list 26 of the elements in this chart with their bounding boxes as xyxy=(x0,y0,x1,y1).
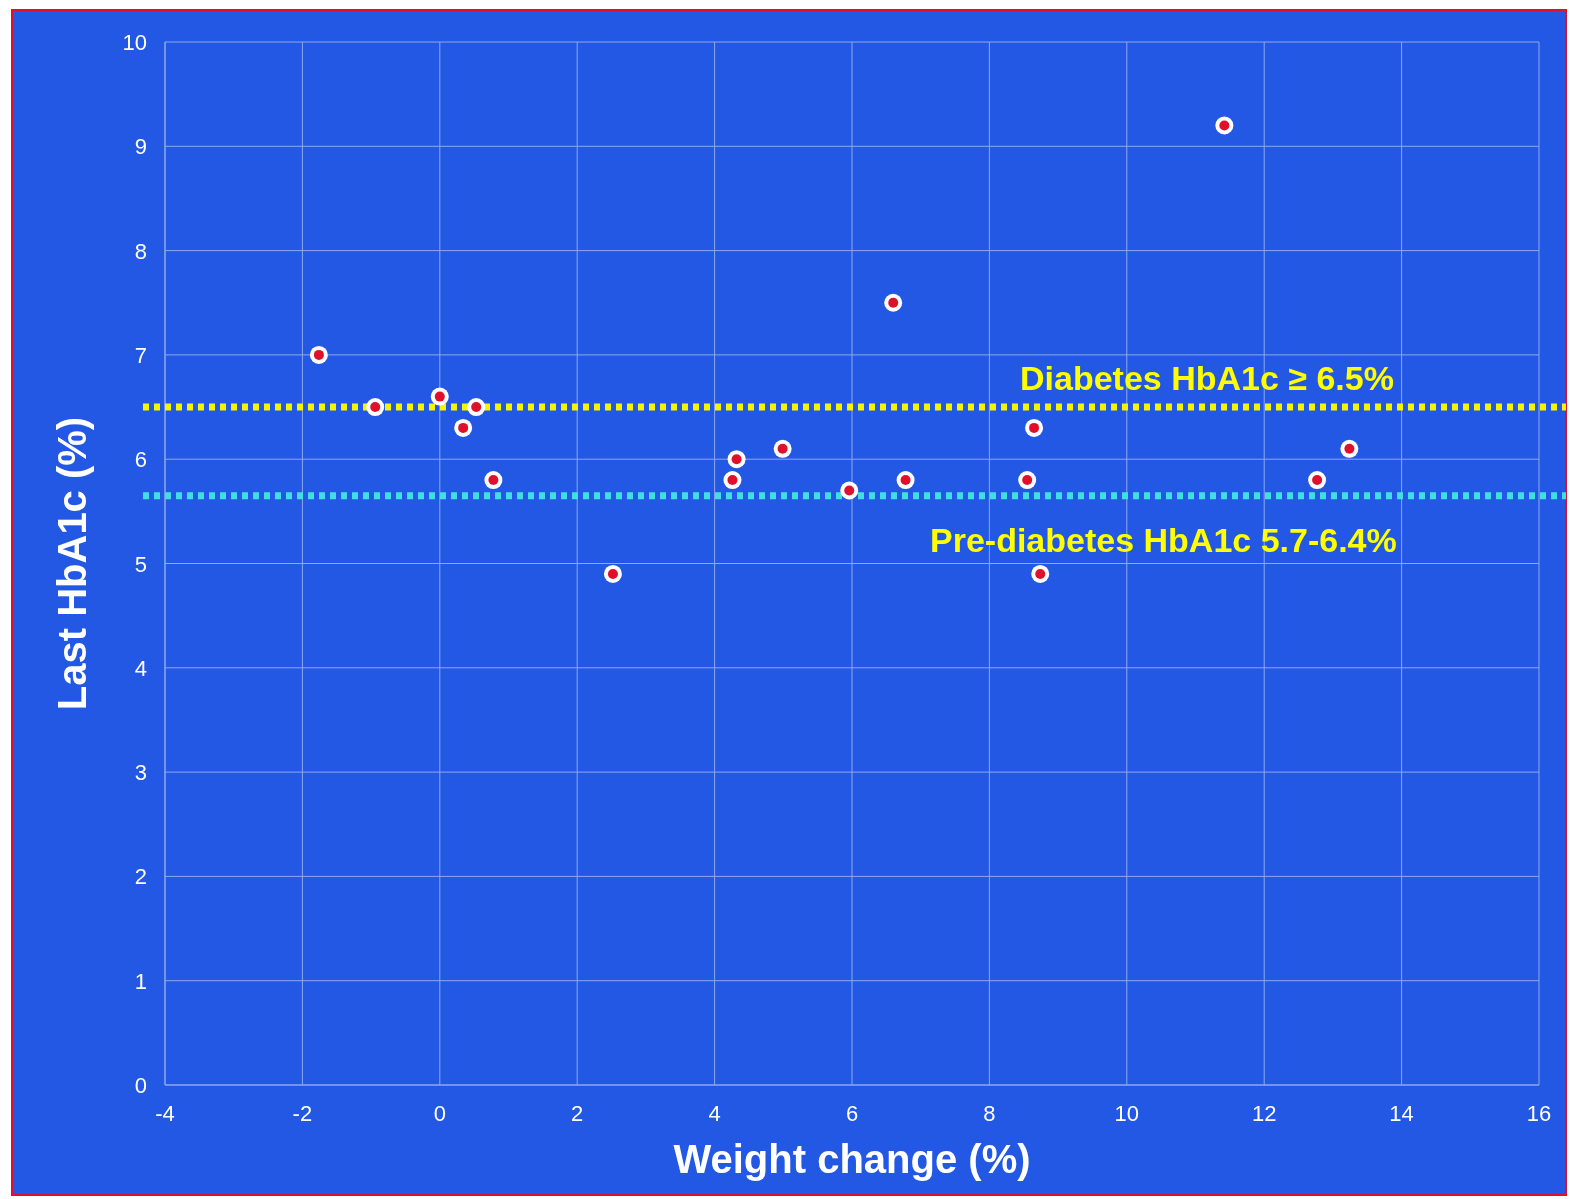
x-tick-label: -2 xyxy=(292,1101,313,1126)
y-tick-label: 3 xyxy=(134,760,147,786)
x-axis-title: Weight change (%) xyxy=(673,1137,1031,1181)
ref-line-label: Pre-diabetes HbA1c 5.7-6.4% xyxy=(930,520,1397,559)
y-axis-title: Last HbA1c (%) xyxy=(50,416,94,711)
y-tick-label: 9 xyxy=(134,134,147,160)
x-tick-label: 2 xyxy=(571,1101,584,1126)
y-tick-label: 10 xyxy=(122,30,147,55)
x-tick-label: 14 xyxy=(1389,1101,1414,1126)
y-tick-label: 5 xyxy=(134,551,147,577)
y-tick-label: 8 xyxy=(134,238,147,264)
x-tick-label: 8 xyxy=(983,1101,996,1126)
x-tick-label: 10 xyxy=(1114,1101,1140,1126)
y-tick-label: 0 xyxy=(134,1073,147,1098)
ref-line-label: Diabetes HbA1c ≥ 6.5% xyxy=(1020,359,1394,398)
y-tick-label: 7 xyxy=(134,342,147,368)
y-tick-label: 4 xyxy=(134,655,147,681)
x-tick-label: 6 xyxy=(845,1101,859,1126)
x-tick-label: 4 xyxy=(708,1101,721,1126)
x-tick-label: 16 xyxy=(1526,1101,1552,1126)
y-tick-label: 6 xyxy=(134,447,147,473)
x-tick-label: 12 xyxy=(1251,1101,1277,1126)
y-tick-label: 2 xyxy=(134,864,147,890)
x-tick-label: -4 xyxy=(155,1101,175,1126)
y-tick-label: 1 xyxy=(134,968,147,994)
x-tick-label: 0 xyxy=(433,1101,446,1126)
